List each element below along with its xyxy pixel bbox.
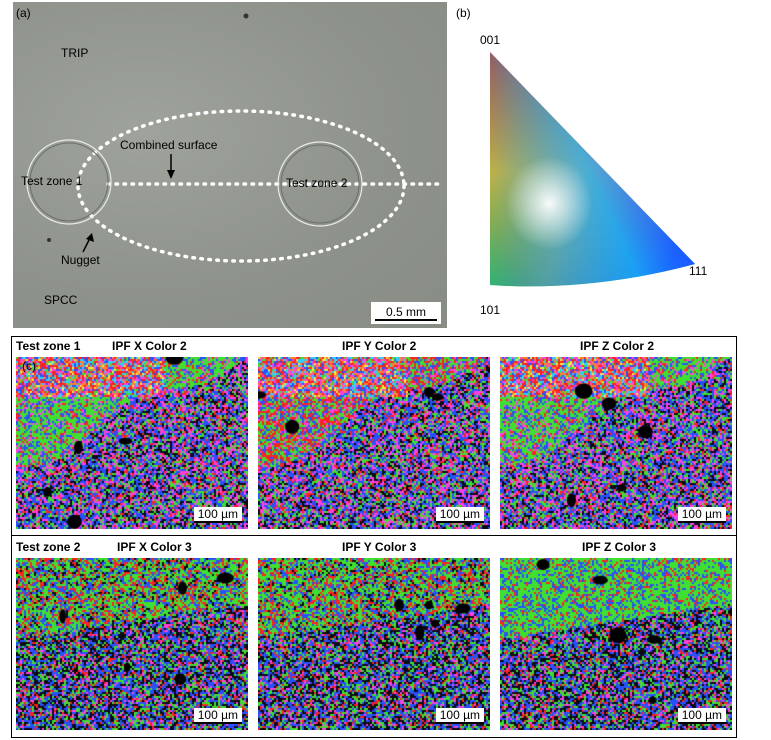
scale-bar: 100 µm — [435, 708, 484, 724]
ebsd-orientation-map — [258, 357, 490, 529]
ipf-color-triangle — [490, 52, 695, 287]
ipf-color-key-panel-b: (b) 001 101 111 — [456, 2, 771, 328]
ebsd-orientation-map — [16, 558, 248, 730]
surface-speck — [47, 238, 51, 242]
row1-title-y: IPF Y Color 2 — [342, 339, 417, 353]
panel-b-label: (b) — [456, 6, 471, 20]
scale-bar: 100 µm — [193, 708, 242, 724]
combined-surface-arrow — [167, 154, 175, 179]
ebsd-map-zone2-y: 100 µm — [258, 558, 490, 730]
ebsd-orientation-map — [258, 558, 490, 730]
corner-111-label: 111 — [689, 264, 708, 278]
ebsd-orientation-map — [16, 357, 248, 529]
panel-c-label: (c) — [22, 359, 36, 373]
micrograph-overlay — [26, 13, 443, 324]
corner-101-label: 101 — [480, 303, 501, 317]
scale-bar-label: 0.5 mm — [386, 305, 427, 319]
ebsd-map-zone1-x: (c) 100 µm — [16, 357, 248, 529]
row2-zone-label: Test zone 2 — [16, 540, 81, 554]
row1-title-z: IPF Z Color 2 — [580, 339, 655, 353]
combined-surface-label: Combined surface — [120, 138, 218, 152]
ebsd-map-zone2-x: 100 µm — [16, 558, 248, 730]
scale-bar-background — [371, 302, 441, 324]
spcc-label: SPCC — [44, 293, 78, 307]
panel-a-label: (a) — [16, 6, 31, 20]
test-zone-1-circle — [26, 139, 112, 225]
ebsd-orientation-map — [500, 357, 732, 529]
row2-title-y: IPF Y Color 3 — [342, 540, 417, 554]
ebsd-map-zone2-z: 100 µm — [500, 558, 732, 730]
row1-title-x: IPF X Color 2 — [112, 339, 187, 353]
scale-bar: 100 µm — [677, 708, 726, 724]
corner-001-label: 001 — [480, 33, 501, 47]
test-zone-2-circle — [277, 141, 363, 227]
weld-ellipse — [76, 109, 406, 263]
nugget-label: Nugget — [61, 253, 100, 267]
test-zone-1-circle-inner — [29, 142, 109, 222]
ebsd-orientation-map — [500, 558, 732, 730]
surface-speck — [243, 13, 249, 19]
trip-label: TRIP — [61, 46, 89, 60]
row-divider — [12, 535, 736, 536]
scale-bar: 100 µm — [193, 507, 242, 523]
scale-bar: 100 µm — [677, 507, 726, 523]
scale-bar: 100 µm — [435, 507, 484, 523]
nugget-arrow — [82, 233, 94, 253]
micrograph-panel-a: (a) TRIP Combined surface Test zone 1 Te… — [13, 2, 447, 328]
ebsd-map-panel-c: Test zone 1 IPF X Color 2 IPF Y Color 2 … — [11, 336, 737, 738]
ipf-triangle-fill — [490, 52, 695, 287]
row2-title-x: IPF X Color 3 — [117, 540, 192, 554]
test-zone-2-circle-inner — [280, 144, 360, 224]
ebsd-map-zone1-z: 100 µm — [500, 357, 732, 529]
ebsd-map-zone1-y: 100 µm — [258, 357, 490, 529]
row2-title-z: IPF Z Color 3 — [582, 540, 657, 554]
test-zone-2-label: Test zone 2 — [286, 176, 348, 190]
row1-zone-label: Test zone 1 — [16, 339, 81, 353]
test-zone-1-label: Test zone 1 — [21, 174, 83, 188]
